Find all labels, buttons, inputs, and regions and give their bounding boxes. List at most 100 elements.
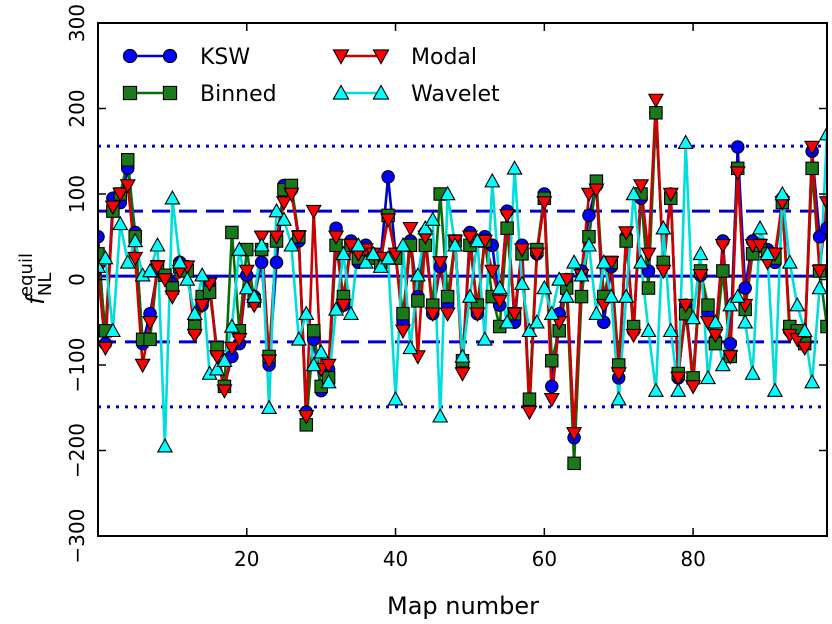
data-point-modal-27 (290, 230, 307, 246)
data-point-wavelet-65 (573, 266, 590, 282)
x-tick-label: 60 (532, 547, 557, 571)
data-point-modal-75 (647, 93, 664, 109)
y-axis-label-sub: NL (35, 273, 56, 296)
data-point-modal-89 (751, 239, 769, 254)
data-point-modal-14 (194, 298, 211, 314)
data-point-modal-70 (610, 367, 627, 382)
data-point-wavelet-50 (461, 288, 479, 303)
data-point-modal-79 (677, 298, 694, 314)
data-point-binned-58 (522, 392, 537, 406)
data-point-wavelet-11 (171, 254, 188, 269)
data-point-modal-64 (566, 427, 583, 442)
data-point-wavelet-85 (722, 296, 739, 312)
data-point-wavelet-55 (499, 313, 516, 329)
data-point-wavelet-67 (588, 305, 605, 320)
data-point-wavelet-31 (320, 373, 337, 389)
data-point-wavelet-78 (670, 382, 687, 397)
data-point-wavelet-4 (119, 254, 136, 269)
data-point-wavelet-49 (454, 348, 471, 363)
data-point-wavelet-74 (640, 322, 657, 338)
data-point-modal-51 (469, 307, 486, 322)
data-point-wavelet-19 (231, 241, 248, 256)
data-point-modal-20 (238, 264, 255, 280)
data-point-wavelet-54 (491, 279, 508, 295)
data-point-ksw-24 (269, 255, 284, 270)
data-point-wavelet-21 (246, 288, 263, 303)
data-point-modal-55 (499, 209, 516, 224)
legend-entry-ksw: KSW (122, 45, 250, 70)
data-point-wavelet-73 (632, 254, 650, 269)
data-point-modal-98 (818, 196, 827, 211)
data-point-modal-4 (119, 179, 136, 194)
data-point-modal-57 (513, 243, 531, 258)
data-point-wavelet-26 (283, 237, 300, 252)
data-point-wavelet-89 (751, 219, 769, 235)
data-point-modal-2 (104, 200, 121, 216)
data-point-binned-74 (641, 281, 656, 295)
data-point-binned-7 (143, 332, 157, 347)
data-point-modal-10 (164, 290, 181, 305)
data-point-modal-66 (580, 187, 598, 203)
data-point-modal-49 (454, 367, 471, 382)
data-point-wavelet-98 (818, 125, 827, 141)
y-tick-label: −200 (65, 423, 89, 478)
data-point-wavelet-91 (766, 382, 783, 397)
data-point-wavelet-13 (186, 305, 203, 320)
data-point-wavelet-87 (737, 313, 754, 329)
data-point-modal-56 (506, 307, 523, 322)
data-point-modal-19 (231, 333, 248, 348)
data-point-binned-55 (500, 221, 514, 235)
data-point-wavelet-9 (156, 437, 174, 453)
data-point-binned-43 (411, 294, 425, 308)
data-point-wavelet-3 (112, 215, 129, 231)
y-tick-label: −100 (65, 338, 89, 393)
data-point-modal-13 (186, 328, 203, 344)
data-point-wavelet-60 (536, 279, 553, 295)
data-point-modal-85 (722, 350, 739, 365)
legend-marker (372, 49, 390, 65)
data-point-wavelet-51 (469, 232, 486, 248)
data-point-wavelet-61 (543, 305, 560, 320)
data-point-modal-86 (729, 166, 746, 181)
data-point-wavelet-46 (432, 408, 449, 423)
data-point-modal-74 (640, 247, 657, 263)
data-point-wavelet-20 (238, 279, 255, 295)
data-point-wavelet-68 (595, 254, 612, 269)
data-point-wavelet-93 (781, 254, 798, 269)
data-point-wavelet-77 (662, 322, 679, 338)
data-point-wavelet-86 (729, 288, 746, 303)
y-axis-label-sup: equil (16, 253, 37, 297)
data-point-wavelet-52 (476, 331, 493, 346)
data-point-wavelet-43 (409, 266, 426, 282)
data-point-binned-96 (805, 161, 819, 176)
data-point-wavelet-10 (164, 190, 181, 205)
data-point-modal-77 (662, 187, 679, 203)
data-point-wavelet-33 (335, 245, 352, 261)
legend-label: Modal (411, 45, 477, 70)
data-point-modal-72 (625, 328, 642, 344)
data-point-wavelet-59 (528, 313, 545, 329)
data-point-wavelet-23 (261, 399, 278, 415)
y-tick-label: 100 (65, 175, 89, 213)
y-tick-label: 300 (65, 4, 89, 42)
data-point-wavelet-63 (558, 288, 575, 303)
data-point-modal-23 (261, 354, 278, 369)
data-point-wavelet-94 (789, 296, 806, 312)
data-point-ksw-22 (254, 255, 269, 270)
data-point-wavelet-96 (804, 373, 821, 389)
data-point-modal-73 (632, 179, 650, 194)
data-point-wavelet-16 (208, 361, 226, 376)
data-point-modal-61 (543, 392, 560, 408)
data-point-wavelet-84 (714, 356, 731, 372)
data-point-wavelet-24 (268, 202, 285, 218)
series-markers-wavelet (98, 125, 827, 453)
data-point-binned-18 (225, 225, 239, 240)
data-point-wavelet-17 (216, 352, 233, 367)
legend-entry-binned: Binned (122, 82, 277, 107)
data-point-binned-29 (306, 324, 321, 338)
data-point-wavelet-57 (513, 275, 531, 291)
data-point-wavelet-66 (580, 237, 598, 252)
legend-marker (122, 85, 138, 101)
data-point-modal-50 (461, 230, 479, 246)
